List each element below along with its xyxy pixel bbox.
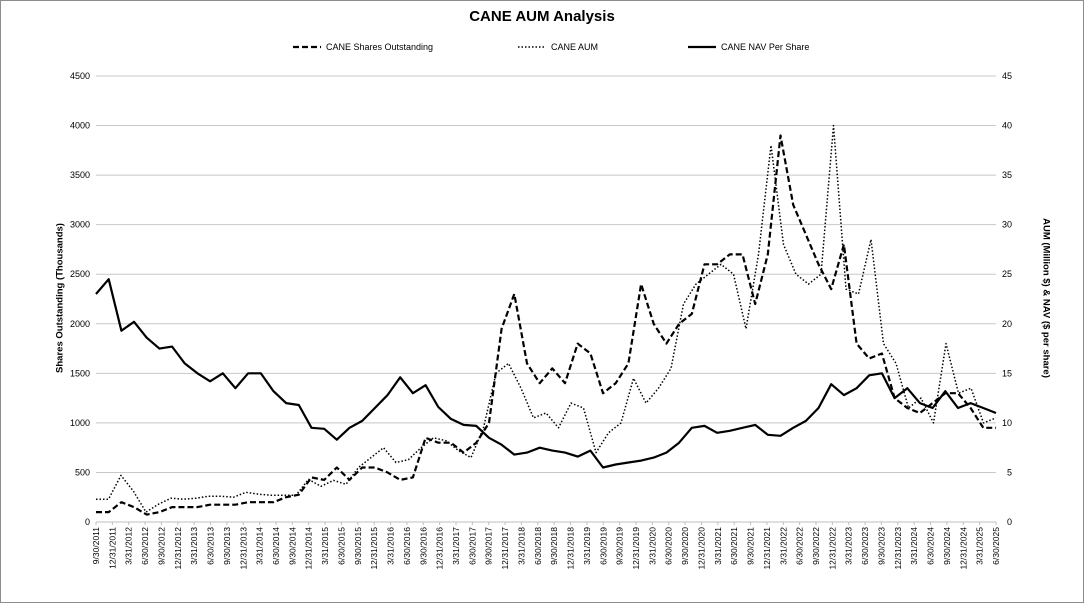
x-tick-label: 3/31/2013 (189, 527, 199, 565)
y-tick-label-right: 25 (1002, 269, 1012, 279)
legend-label-aum: CANE AUM (551, 42, 599, 52)
x-tick-label: 6/30/2021 (729, 527, 739, 565)
x-tick-label: 12/31/2016 (435, 527, 445, 570)
y-tick-label-left: 3000 (70, 220, 90, 230)
x-tick-label: 6/30/2020 (664, 527, 674, 565)
x-tick-label: 3/31/2024 (909, 527, 919, 565)
x-tick-label: 12/31/2012 (173, 527, 183, 570)
y-tick-label-right: 0 (1007, 517, 1012, 527)
y-tick-label-left: 0 (85, 517, 90, 527)
x-tick-label: 3/31/2025 (975, 527, 985, 565)
y-tick-label-right: 40 (1002, 121, 1012, 131)
chart-title: CANE AUM Analysis (469, 8, 615, 25)
x-tick-label: 12/31/2020 (696, 527, 706, 570)
legend-label-nav: CANE NAV Per Share (721, 42, 810, 52)
series-line-aum (96, 124, 997, 513)
y-tick-label-right: 10 (1002, 418, 1012, 428)
x-tick-label: 3/31/2014 (255, 527, 265, 565)
y-tick-label-right: 5 (1007, 467, 1012, 477)
y-tick-label-right: 15 (1002, 368, 1012, 378)
x-tick-label: 6/30/2022 (795, 527, 805, 565)
x-tick-label: 9/30/2023 (876, 527, 886, 565)
x-tick-label: 9/30/2016 (418, 527, 428, 565)
x-tick-label: 3/31/2017 (451, 527, 461, 565)
y-tick-label-left: 2000 (70, 319, 90, 329)
x-tick-label: 12/31/2021 (762, 527, 772, 570)
y-tick-label-right: 20 (1002, 319, 1012, 329)
y-tick-label-right: 30 (1002, 220, 1012, 230)
x-tick-label: 9/30/2011 (91, 527, 101, 564)
x-tick-label: 3/31/2020 (647, 527, 657, 565)
x-tick-label: 12/31/2022 (827, 527, 837, 570)
x-tick-label: 3/31/2019 (582, 527, 592, 565)
x-tick-label: 12/31/2024 (958, 527, 968, 570)
x-tick-label: 6/30/2015 (336, 527, 346, 565)
legend-item-nav: CANE NAV Per Share (688, 42, 809, 52)
series-line-nav-per-share (95, 278, 997, 469)
y-tick-label-right: 35 (1002, 170, 1012, 180)
x-tick-label: 6/30/2018 (533, 527, 543, 565)
x-tick-label: 6/30/2016 (402, 527, 412, 565)
legend-swatch-dashed (293, 45, 321, 49)
x-tick-label: 12/31/2013 (238, 527, 248, 570)
x-tick-label: 3/31/2015 (320, 527, 330, 565)
x-tick-label: 9/30/2012 (156, 527, 166, 565)
x-tick-label: 6/30/2014 (271, 527, 281, 565)
x-tick-label: 9/30/2021 (746, 527, 756, 565)
x-tick-label: 3/31/2022 (778, 527, 788, 565)
x-tick-label: 6/30/2025 (991, 527, 1001, 565)
x-tick-label: 12/31/2019 (631, 527, 641, 570)
x-tick-label: 9/30/2018 (549, 527, 559, 565)
x-tick-label: 12/31/2023 (893, 527, 903, 570)
x-tick-label: 6/30/2013 (206, 527, 216, 565)
x-tick-label: 3/31/2016 (386, 527, 396, 565)
x-tick-label: 6/30/2017 (467, 527, 477, 565)
x-tick-label: 12/31/2018 (566, 527, 576, 570)
x-tick-label: 3/31/2021 (713, 527, 723, 565)
x-tick-label: 9/30/2013 (222, 527, 232, 565)
y-tick-label-left: 3500 (70, 170, 90, 180)
legend-swatch-solid (688, 45, 716, 49)
y-tick-label-right: 45 (1002, 71, 1012, 81)
x-tick-label: 6/30/2012 (140, 527, 150, 565)
legend-label-shares: CANE Shares Outstanding (326, 42, 434, 52)
series-line-shares-outstanding (96, 134, 996, 516)
legend-swatch-dotted (518, 46, 546, 48)
x-tick-label: 9/30/2014 (287, 527, 297, 565)
x-tick-label: 9/30/2019 (615, 527, 625, 565)
x-tick-label: 12/31/2015 (369, 527, 379, 570)
y-tick-label-left: 500 (75, 467, 90, 477)
x-tick-label: 12/31/2011 (107, 527, 117, 569)
x-tick-label: 3/31/2023 (844, 527, 854, 565)
x-tick-label: 6/30/2024 (926, 527, 936, 565)
x-tick-label: 6/30/2023 (860, 527, 870, 565)
x-tick-label: 6/30/2019 (598, 527, 608, 565)
y-tick-label-left: 1000 (70, 418, 90, 428)
x-tick-label: 3/31/2012 (124, 527, 134, 565)
x-tick-label: 3/31/2018 (516, 527, 526, 565)
x-tick-label: 9/30/2020 (680, 527, 690, 565)
y-tick-label-left: 1500 (70, 368, 90, 378)
y-tick-label-left: 4500 (70, 71, 90, 81)
x-tick-label: 9/30/2017 (484, 527, 494, 565)
legend: CANE Shares Outstanding CANE AUM CANE NA… (0, 42, 1084, 58)
x-tick-label: 9/30/2024 (942, 527, 952, 565)
x-tick-label: 12/31/2017 (500, 527, 510, 570)
x-tick-label: 9/30/2015 (353, 527, 363, 565)
y-tick-label-left: 4000 (70, 121, 90, 131)
legend-item-aum: CANE AUM (518, 42, 598, 52)
x-tick-label: 9/30/2022 (811, 527, 821, 565)
x-tick-label: 12/31/2014 (304, 527, 314, 570)
y-tick-label-left: 2500 (70, 269, 90, 279)
legend-item-shares: CANE Shares Outstanding (293, 42, 433, 52)
